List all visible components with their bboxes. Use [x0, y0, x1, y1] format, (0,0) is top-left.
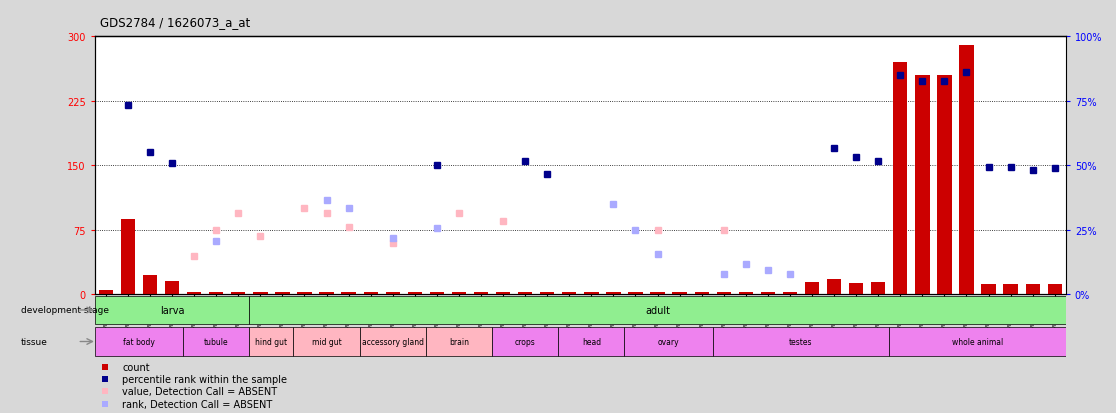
Text: accessory gland: accessory gland	[362, 337, 424, 346]
Bar	[889, 328, 1066, 356]
Bar	[95, 328, 183, 356]
Text: development stage: development stage	[21, 306, 109, 315]
Bar	[95, 296, 249, 324]
Text: count: count	[122, 362, 150, 372]
Bar	[492, 328, 558, 356]
Bar	[1048, 284, 1062, 294]
Bar	[739, 292, 753, 294]
Bar	[540, 292, 555, 294]
Bar	[121, 219, 135, 294]
Bar	[716, 292, 731, 294]
Text: larva: larva	[160, 305, 184, 315]
Bar	[249, 328, 294, 356]
Bar	[893, 63, 907, 294]
Bar	[474, 292, 488, 294]
Text: GDS2784 / 1626073_a_at: GDS2784 / 1626073_a_at	[100, 16, 251, 29]
Text: tubule: tubule	[204, 337, 229, 346]
Bar	[849, 283, 864, 294]
Text: whole animal: whole animal	[952, 337, 1003, 346]
Bar	[364, 292, 378, 294]
Bar	[1026, 284, 1040, 294]
Bar	[606, 292, 620, 294]
Bar	[651, 292, 665, 294]
Bar	[981, 284, 995, 294]
Text: testes: testes	[789, 337, 812, 346]
Bar	[518, 292, 532, 294]
Bar	[231, 292, 246, 294]
Bar	[628, 292, 643, 294]
Bar	[386, 292, 400, 294]
Bar	[584, 292, 598, 294]
Bar	[98, 290, 113, 294]
Bar	[183, 328, 249, 356]
Text: head: head	[581, 337, 600, 346]
Bar	[294, 328, 359, 356]
Bar	[937, 76, 952, 294]
Bar	[452, 292, 466, 294]
Bar	[915, 76, 930, 294]
Bar	[694, 292, 709, 294]
Bar	[496, 292, 510, 294]
Bar	[1003, 284, 1018, 294]
Bar	[625, 328, 713, 356]
Text: mid gut: mid gut	[311, 337, 341, 346]
Text: value, Detection Call = ABSENT: value, Detection Call = ABSENT	[122, 387, 277, 396]
Bar	[341, 292, 356, 294]
Text: fat body: fat body	[123, 337, 155, 346]
Bar	[187, 292, 201, 294]
Bar	[249, 296, 1066, 324]
Bar	[407, 292, 422, 294]
Bar	[209, 292, 223, 294]
Bar	[805, 282, 819, 294]
Text: tissue: tissue	[21, 337, 48, 346]
Bar	[297, 292, 311, 294]
Bar	[143, 275, 157, 294]
Bar	[872, 282, 885, 294]
Bar	[673, 292, 686, 294]
Bar	[558, 328, 625, 356]
Bar	[761, 292, 775, 294]
Bar	[430, 292, 444, 294]
Text: rank, Detection Call = ABSENT: rank, Detection Call = ABSENT	[122, 399, 272, 409]
Bar	[960, 46, 973, 294]
Bar	[319, 292, 334, 294]
Text: percentile rank within the sample: percentile rank within the sample	[122, 374, 287, 384]
Bar	[782, 292, 797, 294]
Bar	[827, 279, 841, 294]
Text: brain: brain	[449, 337, 469, 346]
Text: crops: crops	[514, 337, 536, 346]
Bar	[276, 292, 289, 294]
Text: ovary: ovary	[657, 337, 680, 346]
Bar	[713, 328, 889, 356]
Bar	[253, 292, 268, 294]
Bar	[359, 328, 426, 356]
Text: hind gut: hind gut	[256, 337, 288, 346]
Bar	[165, 282, 180, 294]
Text: adult: adult	[645, 305, 670, 315]
Bar	[426, 328, 492, 356]
Bar	[562, 292, 577, 294]
